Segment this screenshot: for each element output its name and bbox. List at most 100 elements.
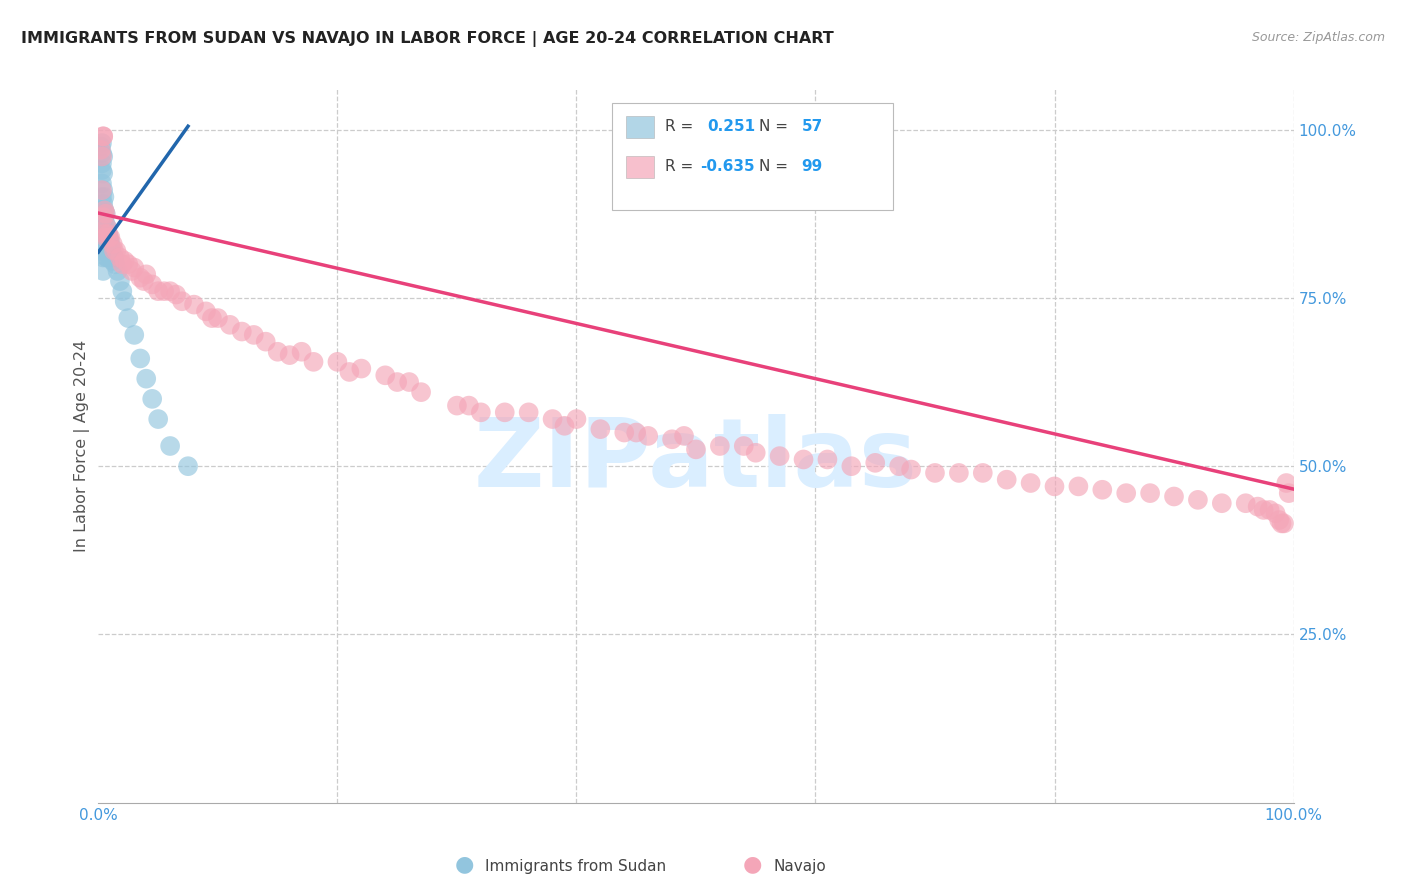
Point [972, 466, 994, 480]
Point [995, 473, 1018, 487]
Point [91, 177, 114, 191]
Point [793, 452, 815, 467]
Point [207, 311, 229, 326]
Text: 57: 57 [801, 120, 823, 134]
Point [661, 432, 683, 446]
Point [108, 274, 131, 288]
Point [91, 136, 114, 150]
Point [565, 412, 588, 426]
Point [97, 251, 120, 265]
Point [1115, 486, 1137, 500]
Point [98, 237, 122, 252]
Point [339, 365, 361, 379]
Point [105, 244, 128, 258]
Point [94, 207, 117, 221]
Point [1019, 476, 1042, 491]
Point [626, 425, 648, 440]
Point [91, 223, 114, 237]
Point [458, 399, 481, 413]
Point [231, 325, 253, 339]
Point [108, 251, 131, 265]
Point [254, 334, 277, 349]
Point [589, 422, 612, 436]
Point [124, 260, 146, 275]
Point [132, 274, 155, 288]
Point [243, 327, 266, 342]
Point [1091, 483, 1114, 497]
Point [291, 344, 314, 359]
Point [411, 385, 433, 400]
Point [91, 149, 114, 163]
Point [121, 264, 143, 278]
Point [948, 466, 970, 480]
Point [91, 264, 114, 278]
Point [1278, 486, 1301, 500]
Point [97, 237, 120, 252]
Text: N =: N = [759, 120, 793, 134]
Point [159, 439, 181, 453]
Point [98, 247, 121, 261]
Point [94, 244, 117, 258]
Point [494, 405, 516, 419]
Point [100, 244, 122, 258]
Point [129, 351, 152, 366]
Point [124, 327, 146, 342]
Point [613, 425, 636, 440]
Point [114, 253, 136, 268]
Text: ●: ● [742, 855, 762, 874]
Text: 0.251: 0.251 [707, 120, 755, 134]
Point [94, 230, 117, 244]
Point [93, 230, 115, 244]
Text: 99: 99 [801, 160, 823, 174]
Point [141, 392, 163, 406]
Text: Navajo: Navajo [773, 859, 827, 874]
Text: R =: R = [665, 160, 699, 174]
Point [91, 129, 114, 144]
Point [104, 257, 127, 271]
Point [177, 459, 200, 474]
Point [103, 251, 125, 265]
Point [153, 284, 176, 298]
Point [114, 294, 136, 309]
Point [1211, 496, 1233, 510]
Point [278, 348, 301, 362]
Point [103, 244, 125, 258]
Point [93, 244, 115, 258]
Point [96, 230, 118, 244]
Point [111, 257, 134, 271]
Text: ZIPatlas: ZIPatlas [474, 414, 918, 507]
Point [91, 237, 114, 252]
Point [900, 462, 922, 476]
Point [91, 190, 114, 204]
Point [90, 139, 112, 153]
Point [302, 355, 325, 369]
Point [96, 220, 118, 235]
Point [90, 143, 112, 157]
Point [745, 446, 768, 460]
Text: Immigrants from Sudan: Immigrants from Sudan [485, 859, 666, 874]
Point [350, 361, 373, 376]
Point [97, 227, 120, 241]
Point [101, 253, 124, 268]
Point [148, 412, 170, 426]
Point [91, 210, 114, 224]
Text: N =: N = [759, 160, 793, 174]
Point [183, 298, 205, 312]
Point [91, 251, 114, 265]
Point [326, 355, 349, 369]
Point [924, 466, 946, 480]
Point [135, 372, 157, 386]
Point [96, 240, 118, 254]
Point [91, 183, 114, 197]
Point [97, 227, 120, 241]
Point [1247, 500, 1270, 514]
Text: IMMIGRANTS FROM SUDAN VS NAVAJO IN LABOR FORCE | AGE 20-24 CORRELATION CHART: IMMIGRANTS FROM SUDAN VS NAVAJO IN LABOR… [21, 31, 834, 47]
Point [374, 368, 396, 383]
Point [1272, 516, 1295, 531]
Point [733, 439, 755, 453]
Point [219, 318, 242, 332]
Point [93, 227, 115, 241]
Point [398, 375, 420, 389]
Point [637, 429, 659, 443]
Point [90, 203, 112, 218]
